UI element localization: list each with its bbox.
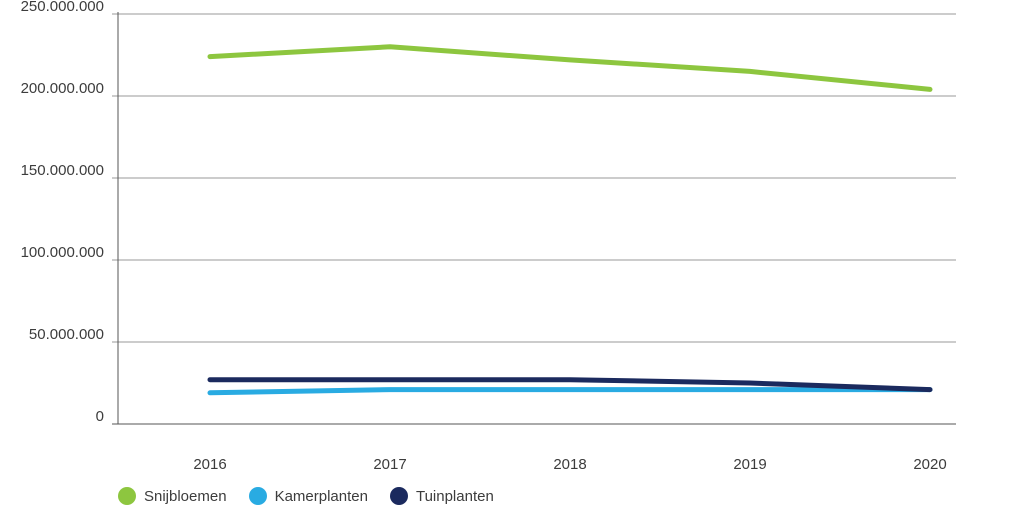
- line-chart: 0 50.000.000 100.000.000 150.000.000 200.000…: [21, 0, 956, 473]
- y-tick-label: 0: [96, 408, 104, 425]
- y-tick-label: 100.000.000: [21, 244, 104, 261]
- legend-item-tuinplanten: Tuinplanten: [389, 487, 494, 505]
- x-tick-label: 2016: [193, 456, 226, 473]
- x-tick-label: 2018: [553, 456, 586, 473]
- series-line-snijbloemen: [207, 44, 933, 92]
- legend-swatch: [118, 487, 136, 505]
- legend-item-kamerplanten: Kamerplanten: [248, 487, 368, 505]
- legend: Snijbloemen Kamerplanten Tuinplanten: [118, 487, 516, 505]
- legend-label: Tuinplanten: [415, 487, 494, 505]
- series-line-kamerplanten: [207, 387, 933, 396]
- x-axis-ticks: 2016 2017 2018 2019 2020: [193, 456, 946, 473]
- x-tick-label: 2020: [913, 456, 946, 473]
- y-tick-label: 250.000.000: [21, 0, 104, 15]
- x-tick-label: 2019: [733, 456, 766, 473]
- y-tick-label: 50.000.000: [29, 326, 104, 343]
- series-line-tuinplanten: [207, 377, 933, 393]
- y-tick-label: 200.000.000: [21, 80, 104, 97]
- legend-swatch: [389, 487, 408, 505]
- legend-label: Snijbloemen: [144, 487, 227, 505]
- y-axis-ticks: 0 50.000.000 100.000.000 150.000.000 200.000…: [21, 0, 104, 425]
- legend-item-snijbloemen: Snijbloemen: [118, 487, 227, 505]
- legend-label: Kamerplanten: [274, 487, 368, 505]
- gridlines: [112, 13, 956, 425]
- x-tick-label: 2017: [373, 456, 406, 473]
- legend-swatch: [248, 487, 267, 505]
- y-tick-label: 150.000.000: [21, 162, 104, 179]
- series-lines: [207, 44, 933, 396]
